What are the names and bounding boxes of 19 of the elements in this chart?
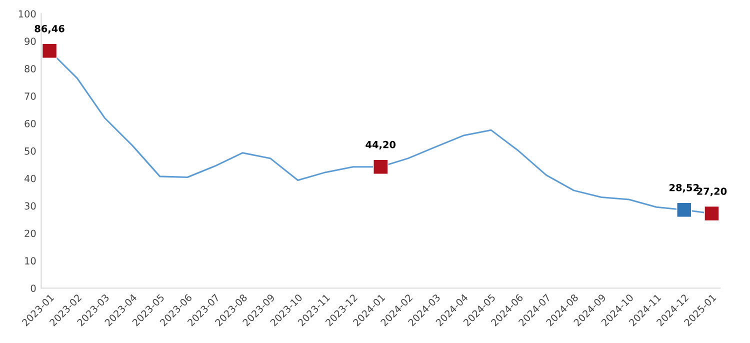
y-tick-label: 40 xyxy=(24,174,36,182)
point xyxy=(372,159,388,175)
data-label: 86,46 xyxy=(34,24,64,34)
y-tick-label: 10 xyxy=(25,257,36,265)
point xyxy=(42,43,58,59)
data-label: 44,20 xyxy=(366,140,396,150)
y-tick-label: 0 xyxy=(30,284,36,292)
point xyxy=(676,202,692,218)
point xyxy=(704,206,720,222)
y-tick-label: 80 xyxy=(24,65,36,72)
y-tick-label: 50 xyxy=(24,147,36,155)
data-label: 27,20 xyxy=(697,188,727,196)
y-tick-label: 20 xyxy=(24,230,36,238)
y-tick-label: 90 xyxy=(24,38,36,45)
data-label: 28,52 xyxy=(670,184,699,193)
y-tick-label: 100 xyxy=(18,10,36,18)
y-tick-label: 70 xyxy=(24,92,36,100)
y-tick-label: 30 xyxy=(24,202,36,210)
y-tick-label: 60 xyxy=(24,120,36,128)
